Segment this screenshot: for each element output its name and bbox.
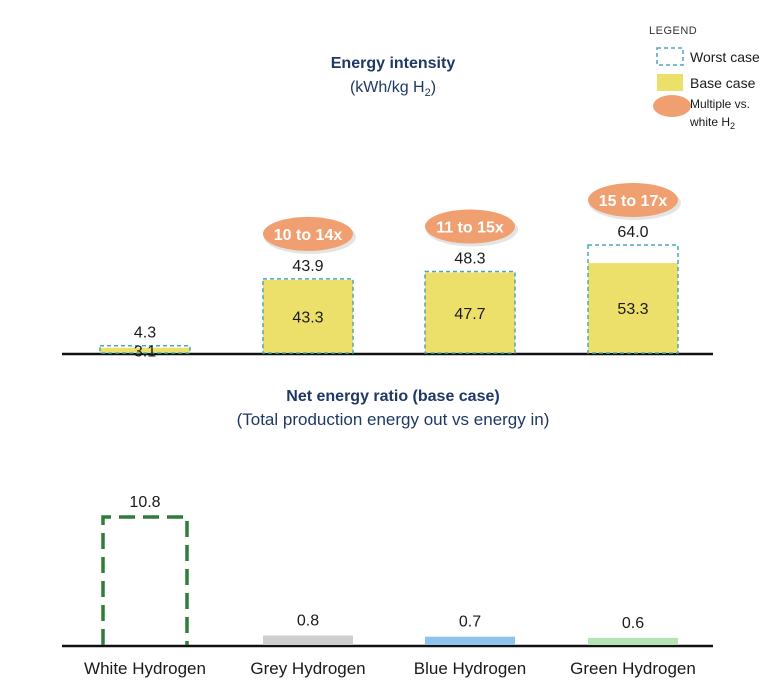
legend-multiple-line2: white H2: [689, 115, 735, 131]
ratio-bar-blue-hydrogen: [425, 636, 515, 645]
legend-base-label: Base case: [690, 75, 756, 91]
intensity-title: Energy intensity: [331, 55, 456, 72]
bar-worst-grey-hydrogen: [262, 278, 354, 354]
legend-base-swatch: [657, 74, 683, 91]
category-label-grey-hydrogen: Grey Hydrogen: [250, 659, 365, 678]
ratio-label-green-hydrogen: 0.6: [622, 615, 644, 632]
category-label-white-hydrogen: White Hydrogen: [84, 659, 206, 678]
category-label-blue-hydrogen: Blue Hydrogen: [414, 659, 526, 678]
badge-grey-hydrogen: [263, 216, 353, 251]
label-base-green-hydrogen: 53.3: [617, 301, 648, 318]
ratio-bar-grey-hydrogen: [263, 635, 353, 645]
legend-worst-label: Worst case: [690, 49, 760, 65]
legend: LEGEND Worst case Base case Multiple vs.…: [649, 25, 760, 131]
bar-base-blue-hydrogen: [425, 272, 515, 353]
ratio-subtitle: (Total production energy out vs energy i…: [237, 410, 550, 429]
ratio-bar-green-hydrogen: [588, 637, 678, 645]
legend-title: LEGEND: [649, 25, 697, 37]
label-worst-blue-hydrogen: 48.3: [454, 250, 485, 267]
badge-green-hydrogen: [588, 183, 678, 217]
badge-label-grey-hydrogen: 10 to 14x: [274, 227, 343, 244]
ratio-label-grey-hydrogen: 0.8: [297, 613, 319, 630]
ratio-label-white-hydrogen: 10.8: [129, 494, 160, 511]
bar-worst-white-hydrogen: [99, 344, 191, 354]
bar-base-white-hydrogen: [100, 347, 190, 353]
label-worst-white-hydrogen: 4.3: [134, 325, 156, 342]
label-base-grey-hydrogen: 43.3: [292, 309, 323, 326]
intensity-subtitle: (kWh/kg H2): [350, 79, 436, 99]
ratio-label-blue-hydrogen: 0.7: [459, 614, 481, 631]
label-worst-green-hydrogen: 64.0: [617, 224, 648, 241]
label-worst-grey-hydrogen: 43.9: [292, 258, 323, 275]
legend-worst-swatch: [656, 47, 684, 66]
label-base-white-hydrogen: 3.1: [134, 343, 156, 360]
bar-worst-green-hydrogen: [587, 244, 679, 354]
bar-base-grey-hydrogen: [263, 279, 353, 353]
bar-worst-blue-hydrogen: [424, 270, 516, 354]
legend-multiple-line1: Multiple vs.: [690, 97, 750, 111]
category-label-green-hydrogen: Green Hydrogen: [570, 659, 696, 678]
badge-label-blue-hydrogen: 11 to 15x: [436, 219, 504, 236]
label-base-blue-hydrogen: 47.7: [454, 306, 485, 323]
ratio-title: Net energy ratio (base case): [286, 388, 499, 405]
badge-label-green-hydrogen: 15 to 17x: [599, 193, 668, 210]
ratio-bar-white-hydrogen: [101, 515, 189, 645]
legend-multiple-swatch: [653, 95, 691, 117]
badge-blue-hydrogen: [425, 209, 515, 244]
bar-base-green-hydrogen: [588, 263, 678, 353]
